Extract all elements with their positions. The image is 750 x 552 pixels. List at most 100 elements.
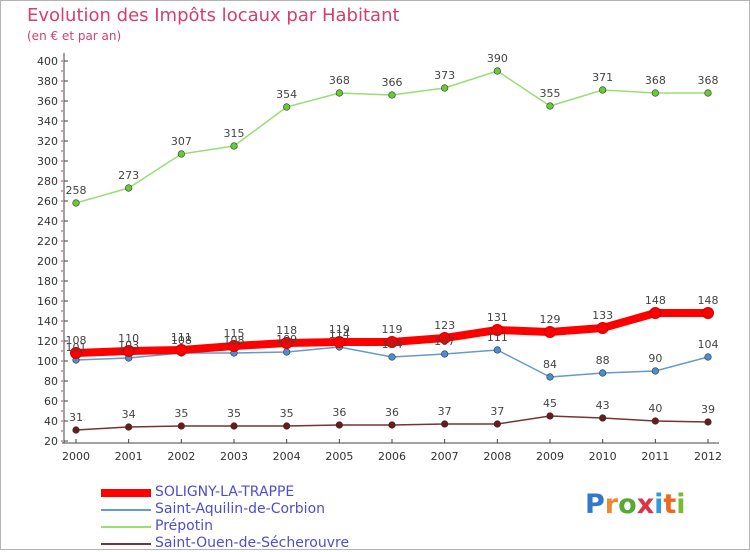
- x-tick-label: 2009: [536, 450, 564, 463]
- data-point: [704, 418, 712, 426]
- legend-label: Saint-Ouen-de-Sécherouvre: [155, 535, 350, 551]
- logo-letter: r: [604, 489, 619, 520]
- data-label: 104: [698, 338, 719, 351]
- data-label: 110: [118, 332, 139, 345]
- data-point: [175, 344, 188, 356]
- data-label: 101: [66, 341, 87, 354]
- data-point: [546, 102, 554, 110]
- data-point: [72, 199, 80, 207]
- legend-item-saint-ouen-de-secherouvre: Saint-Ouen-de-Sécherouvre: [97, 535, 427, 552]
- data-label: 115: [224, 327, 245, 340]
- data-point: [333, 336, 346, 348]
- data-point: [228, 340, 240, 352]
- data-point: [546, 412, 554, 420]
- y-tick-label: 100: [37, 355, 58, 368]
- data-point: [441, 420, 449, 428]
- legend-swatch: [101, 509, 151, 511]
- legend-swatch: [101, 543, 151, 545]
- logo-letter: t: [663, 489, 677, 520]
- legend-label: SOLIGNY-LA-TRAPPE: [155, 484, 295, 500]
- data-label: 133: [592, 309, 613, 322]
- logo-letter: i: [676, 489, 686, 520]
- legend-swatch: [101, 489, 151, 497]
- data-point: [649, 307, 662, 319]
- data-point: [599, 86, 607, 94]
- y-tick-label: 200: [37, 255, 58, 268]
- data-label: 123: [434, 319, 455, 332]
- y-tick-label: 180: [37, 275, 58, 288]
- data-point: [441, 84, 449, 92]
- x-tick-label: 2010: [589, 450, 617, 463]
- legend-label: Saint-Aquilin-de-Corbion: [155, 501, 326, 517]
- x-tick-label: 2003: [220, 450, 248, 463]
- data-label: 111: [171, 331, 192, 344]
- data-label: 88: [596, 354, 610, 367]
- legend: SOLIGNY-LA-TRAPPE Saint-Aquilin-de-Corbio…: [97, 484, 427, 552]
- data-point: [388, 421, 396, 429]
- x-tick-label: 2001: [115, 450, 143, 463]
- data-point: [493, 346, 501, 354]
- data-point: [230, 422, 238, 430]
- legend-item-saint-aquilin-de-corbion: Saint-Aquilin-de-Corbion: [97, 501, 427, 518]
- data-point: [596, 322, 609, 334]
- data-label: 109: [276, 333, 297, 346]
- x-tick-label: 2006: [378, 450, 406, 463]
- data-label: 368: [329, 74, 350, 87]
- data-label: 129: [540, 313, 561, 326]
- data-point: [599, 369, 607, 377]
- data-label: 148: [645, 294, 666, 307]
- x-tick-label: 2002: [167, 450, 195, 463]
- data-label: 45: [543, 397, 557, 410]
- data-point: [280, 337, 293, 349]
- data-label: 108: [171, 334, 192, 347]
- data-label: 258: [66, 184, 87, 197]
- chart-subtitle: (en € et par an): [27, 29, 122, 43]
- y-tick-label: 280: [37, 175, 58, 188]
- data-point: [70, 347, 82, 359]
- data-label: 366: [382, 76, 403, 89]
- data-label: 37: [490, 405, 504, 418]
- y-tick-label: 140: [37, 315, 58, 328]
- data-label: 368: [698, 74, 719, 87]
- data-label: 108: [224, 334, 245, 347]
- data-point: [283, 348, 291, 356]
- data-point: [546, 373, 554, 381]
- data-point: [388, 353, 396, 361]
- data-label: 119: [329, 323, 350, 336]
- x-tick-label: 2012: [694, 450, 722, 463]
- data-point: [599, 414, 607, 422]
- data-label: 36: [332, 406, 346, 419]
- data-label: 37: [438, 405, 452, 418]
- data-label: 35: [280, 407, 294, 420]
- data-point: [441, 350, 449, 358]
- x-tick-label: 2005: [325, 450, 353, 463]
- data-point: [702, 307, 714, 319]
- data-labels: 258 273 307 315 354 368 366 373 390 355 371 368 368 3…: [66, 52, 719, 424]
- data-label: 40: [648, 402, 662, 415]
- data-label: 103: [118, 339, 139, 352]
- y-tick-label: 400: [37, 55, 58, 68]
- y-tick-label: 20: [44, 435, 58, 448]
- data-label: 108: [66, 334, 87, 347]
- x-tick-label: 2008: [483, 450, 511, 463]
- data-point: [651, 367, 659, 375]
- data-label: 368: [645, 74, 666, 87]
- data-point: [72, 426, 80, 434]
- data-label: 373: [434, 69, 455, 82]
- data-point: [125, 184, 133, 192]
- axes: [61, 53, 719, 444]
- data-point: [704, 89, 712, 97]
- data-point: [122, 345, 135, 357]
- data-label: 36: [385, 406, 399, 419]
- legend-item-soligny-la-trappe: SOLIGNY-LA-TRAPPE: [97, 484, 427, 501]
- y-tick-label: 240: [37, 215, 58, 228]
- data-label: 148: [698, 294, 719, 307]
- data-point: [651, 89, 659, 97]
- data-point: [177, 150, 185, 158]
- data-label: 114: [329, 328, 350, 341]
- data-label: 371: [592, 71, 613, 84]
- data-label: 43: [596, 399, 610, 412]
- legend-item-prepotin: Prépotin: [97, 518, 427, 535]
